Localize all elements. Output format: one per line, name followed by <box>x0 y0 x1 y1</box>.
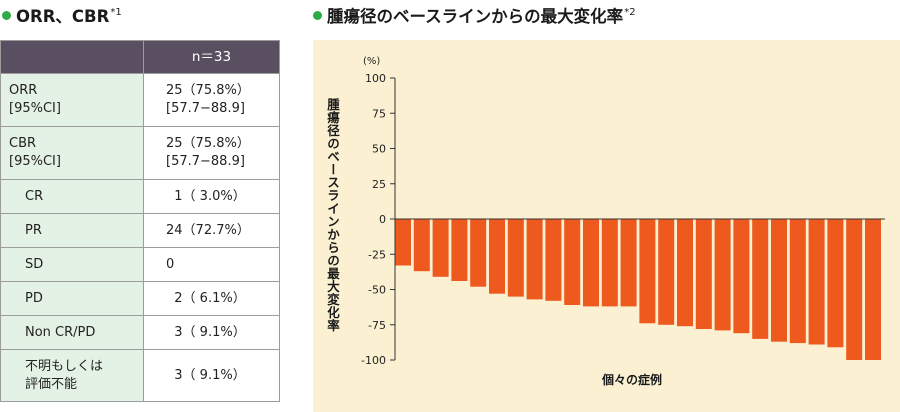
bar <box>865 219 881 360</box>
y-tick-label: 50 <box>372 143 386 156</box>
row-label: PR <box>0 213 144 248</box>
tumor-change-heading: 腫瘍径のベースラインからの最大変化率*2 <box>313 2 636 28</box>
bar <box>489 219 505 294</box>
tumor-change-footnote-mark: *2 <box>624 7 636 18</box>
y-tick-label: 75 <box>372 107 386 120</box>
bar <box>846 219 863 360</box>
row-label: 不明もしくは 評価不能 <box>0 349 144 402</box>
bar <box>808 219 825 345</box>
orr-cbr-heading-text: ORR、CBR <box>16 7 110 26</box>
x-axis-label: 個々の症例 <box>601 372 662 387</box>
bar <box>432 219 449 277</box>
bar <box>470 219 487 287</box>
row-label: CR <box>0 179 144 214</box>
y-axis-unit: (%) <box>363 56 380 67</box>
bar <box>827 219 844 348</box>
y-tick-label: -50 <box>368 284 386 297</box>
table-header-blank <box>0 40 144 74</box>
bar <box>714 219 731 331</box>
y-tick-label: -75 <box>368 319 386 332</box>
table-row: CBR [95%CI] 25（75.8%） [57.7−88.9] <box>0 126 280 180</box>
bar <box>545 219 562 301</box>
row-value: 2（ 6.1%） <box>143 281 280 316</box>
row-label: CBR [95%CI] <box>0 126 144 180</box>
bar <box>507 219 524 297</box>
bar <box>677 219 693 327</box>
waterfall-chart: (%) 100 75 50 25 0 -25 -50 -75 -100 個々の症例 <box>361 56 885 387</box>
row-label: PD <box>0 281 144 316</box>
bar <box>789 219 806 344</box>
bar <box>564 219 581 305</box>
orr-cbr-heading: ORR、CBR*1 <box>2 2 122 28</box>
bar <box>601 219 618 307</box>
row-value: 3（ 9.1%） <box>143 349 280 402</box>
green-bullet-icon <box>313 11 322 20</box>
bar <box>451 219 468 281</box>
waterfall-chart-panel: 腫瘍径のベースラインからの最大変化率 (%) 100 75 50 25 0 -25 -50 -… <box>313 40 900 412</box>
green-bullet-icon <box>2 11 11 20</box>
row-label: ORR [95%CI] <box>0 73 144 127</box>
bar <box>752 219 769 339</box>
y-tick-label: 100 <box>365 72 386 85</box>
row-value: 25（75.8%） [57.7−88.9] <box>143 126 280 180</box>
table-row: SD 0 <box>0 247 280 282</box>
table-header-n: n＝33 <box>143 40 280 74</box>
bars <box>395 219 881 360</box>
row-label: Non CR/PD <box>0 315 144 350</box>
table-row: PD 2（ 6.1%） <box>0 281 280 316</box>
bar <box>583 219 599 307</box>
bar <box>658 219 675 325</box>
y-axis-ticks: 100 75 50 25 0 -25 -50 -75 -100 <box>361 72 395 367</box>
bar <box>733 219 750 334</box>
bar <box>639 219 656 324</box>
orr-cbr-footnote-mark: *1 <box>110 7 122 18</box>
table-row: Non CR/PD 3（ 9.1%） <box>0 315 280 350</box>
row-value: 1（ 3.0%） <box>143 179 280 214</box>
row-value: 24（72.7%） <box>143 213 280 248</box>
bar <box>695 219 712 329</box>
y-tick-label: -25 <box>368 248 386 261</box>
table-row: PR 24（72.7%） <box>0 213 280 248</box>
table-row: 不明もしくは 評価不能 3（ 9.1%） <box>0 349 280 402</box>
y-tick-label: -100 <box>361 354 386 367</box>
bar <box>413 219 430 272</box>
y-tick-label: 25 <box>372 178 386 191</box>
table-row: ORR [95%CI] 25（75.8%） [57.7−88.9] <box>0 73 280 127</box>
y-axis-label: 腫瘍径のベースラインからの最大変化率 <box>325 98 340 332</box>
row-value: 0 <box>143 247 280 282</box>
table-row: CR 1（ 3.0%） <box>0 179 280 214</box>
tumor-change-heading-text: 腫瘍径のベースラインからの最大変化率 <box>327 7 624 26</box>
y-tick-label: 0 <box>379 213 386 226</box>
table-body: ORR [95%CI] 25（75.8%） [57.7−88.9] CBR [95%… <box>0 73 280 402</box>
response-summary-table: n＝33 ORR [95%CI] 25（75.8%） [57.7−88.9] CBR… <box>0 40 280 402</box>
row-label: SD <box>0 247 144 282</box>
bar <box>620 219 637 307</box>
bar <box>771 219 787 342</box>
row-value: 25（75.8%） [57.7−88.9] <box>143 73 280 127</box>
bar <box>526 219 543 300</box>
bar <box>395 219 411 266</box>
row-value: 3（ 9.1%） <box>143 315 280 350</box>
